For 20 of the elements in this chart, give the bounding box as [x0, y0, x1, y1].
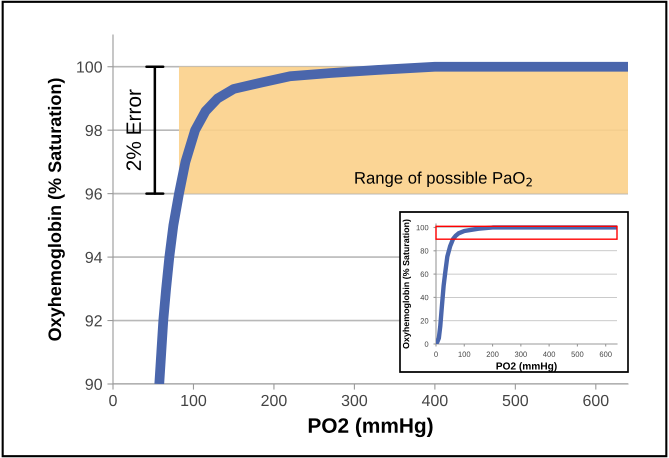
y-axis-title: Oxyhemoglobin (% Saturation)	[402, 219, 412, 349]
x-axis-title: PO2 (mmHg)	[496, 362, 557, 372]
x-tick-label: 400	[422, 394, 448, 406]
x-tick-label: 0	[109, 394, 117, 406]
y-tick-label: 92	[86, 315, 102, 326]
annotation: 2% Error	[126, 89, 142, 170]
x-tick-label: 300	[342, 394, 368, 406]
y-tick-label: 94	[86, 252, 102, 264]
y-tick-label: 98	[86, 124, 102, 136]
x-tick-label: 200	[261, 394, 287, 406]
y-tick-label: 96	[86, 188, 102, 200]
band-label: Range of possible PaO$_{2}$	[355, 172, 532, 188]
x-tick-label: 500	[502, 394, 528, 406]
x-tick-label: 600	[583, 394, 609, 406]
y-tick-label: 100	[77, 61, 102, 73]
line-series	[436, 225, 617, 344]
x-axis-title: PO2 (mmHg)	[308, 418, 433, 438]
x-tick-label: 100	[181, 394, 206, 406]
y-axis-title: Oxyhemoglobin (% Saturation)	[48, 78, 65, 341]
y-tick-label: 90	[86, 378, 102, 390]
